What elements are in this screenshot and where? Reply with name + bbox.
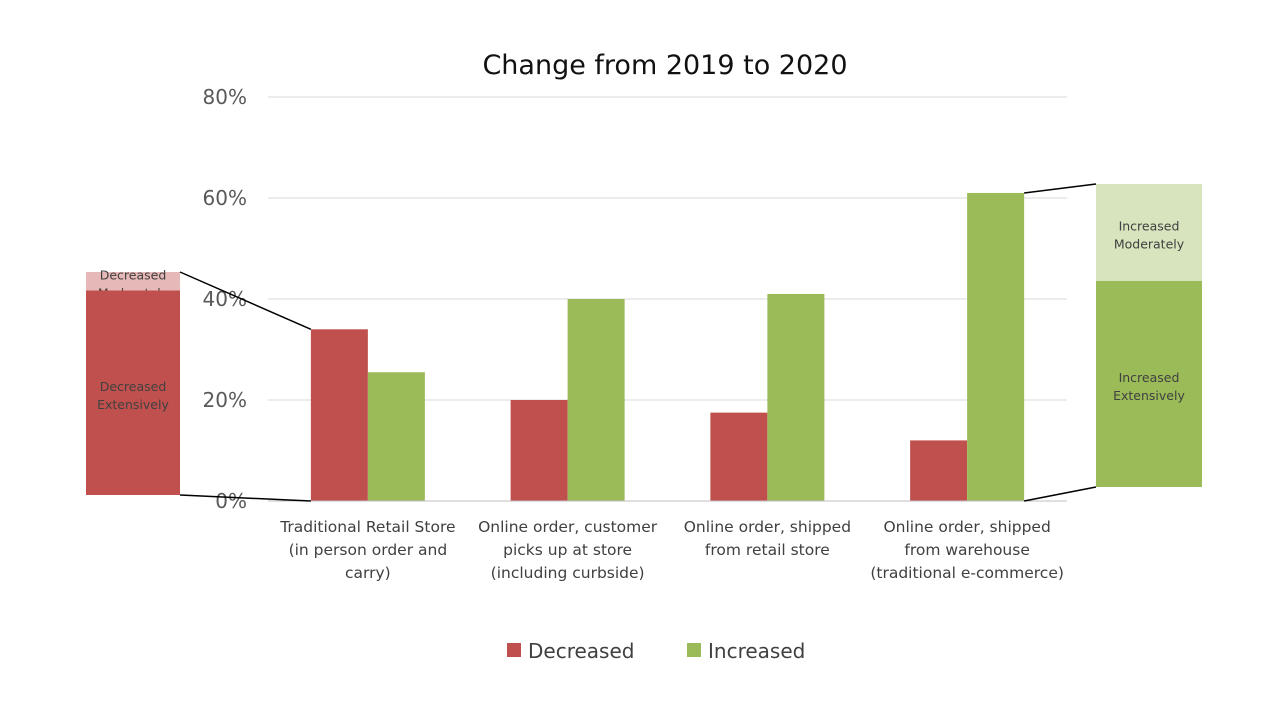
y-tick-label: 80% xyxy=(203,85,247,109)
legend-item-decreased: Decreased xyxy=(507,639,634,663)
legend-swatch xyxy=(507,643,521,657)
bar-decreased-1 xyxy=(510,400,568,501)
callout-segment xyxy=(86,272,180,291)
bar-increased-0 xyxy=(367,372,425,501)
bar-increased-2 xyxy=(767,293,825,501)
y-tick-label: 60% xyxy=(203,186,247,210)
callout-right: Increased Moderately Increased Extensively xyxy=(1023,183,1202,502)
callout-segment-label: Increased Moderately xyxy=(1114,218,1185,251)
callout-left: DecreasedModeratelyDecreasedExtensively xyxy=(86,267,312,502)
callout-segment-label: Increased Extensively xyxy=(1113,370,1185,403)
x-category-label: Online order, shipped from retail store xyxy=(684,518,851,559)
bar-decreased-2 xyxy=(710,412,768,501)
callout-connector-bottom xyxy=(1023,486,1097,502)
y-tick-label: 20% xyxy=(203,388,247,412)
legend-swatch xyxy=(687,643,701,657)
bars xyxy=(310,192,1025,501)
axes: 0%20%40%60%80%Traditional Retail Store (i… xyxy=(203,85,1067,582)
callout-segment xyxy=(86,290,180,495)
bar-decreased-0 xyxy=(310,329,368,501)
callout-segment xyxy=(1096,184,1202,281)
chart-title: Change from 2019 to 2020 xyxy=(482,50,847,81)
legend-label: Decreased xyxy=(528,639,634,663)
breakdown-callouts: DecreasedModeratelyDecreasedExtensively I… xyxy=(86,183,1202,502)
x-category-label: Online order, shipped from warehouse (trad… xyxy=(870,518,1064,582)
callout-segment-label: Decreased Extensively xyxy=(97,379,169,412)
bar-decreased-3 xyxy=(910,440,968,501)
legend-label: Increased xyxy=(708,639,805,663)
y-tick-label: 0% xyxy=(215,489,247,513)
callout-connector-top xyxy=(179,271,312,330)
gridlines xyxy=(268,96,1067,401)
x-category-label: Online order, customer picks up at store(… xyxy=(478,518,658,582)
callout-connector-bottom xyxy=(179,494,311,502)
bar-increased-1 xyxy=(567,299,625,501)
legend: Decreased Increased xyxy=(507,639,805,663)
callout-segment xyxy=(1096,280,1202,487)
legend-item-increased: Increased xyxy=(687,639,805,663)
x-category-label: Traditional Retail Store (in person order… xyxy=(279,518,455,582)
callout-connector-top xyxy=(1024,183,1097,194)
bar-increased-3 xyxy=(967,192,1025,501)
